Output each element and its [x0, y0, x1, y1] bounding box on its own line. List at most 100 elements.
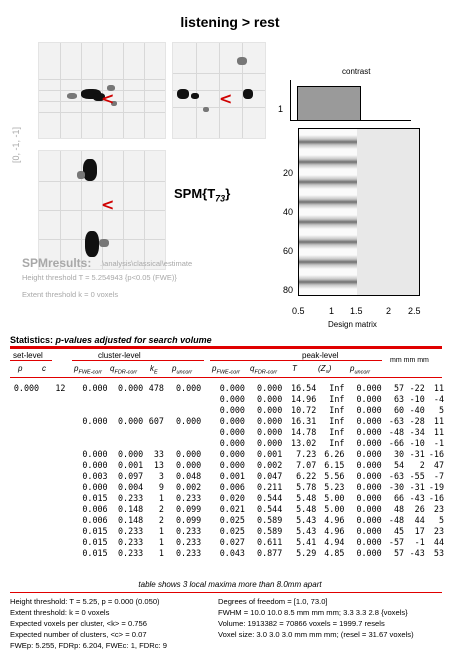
table-cell: 0.000 — [219, 460, 245, 470]
table-cell — [10, 438, 39, 449]
design-xtick: 2 — [386, 306, 392, 316]
design-xtick: 2.5 — [408, 306, 421, 316]
table-cell — [143, 438, 164, 449]
table-row[interactable]: 0.000 0.000 33 0.000 0.000 0.001 7.23 6.26 0.000… — [10, 449, 444, 460]
table-cell: 0.000 — [356, 548, 382, 558]
cursor-marker-icon: < — [101, 195, 115, 214]
table-row[interactable]: 0.000 0.000 13.02 Inf 0.000 -66 -10 -1 — [10, 438, 444, 449]
table-cell: 11 — [433, 427, 444, 437]
table-cell: -19 — [428, 482, 444, 492]
table-cell — [10, 449, 39, 460]
table-cell: 26 — [414, 504, 425, 514]
table-cell: 53 — [433, 548, 444, 558]
table-cell: -16 — [428, 493, 444, 503]
table-row[interactable]: 0.000 0.000 10.72 Inf 0.000 60 -40 5 — [10, 405, 444, 416]
spm-extent-threshold: Extent threshold k = 0 voxels — [22, 290, 119, 299]
table-cell: 23 — [433, 504, 444, 514]
table-cell — [108, 427, 144, 438]
table-cell — [39, 537, 65, 548]
table-row[interactable]: 0.015 0.233 1 0.233 0.043 0.877 5.29 4.85 0.000 5… — [10, 548, 444, 559]
glass-brain-coronal[interactable]: < — [172, 42, 266, 139]
table-cell: 0.020 — [219, 493, 245, 503]
table-cell: 0.000 — [356, 405, 382, 415]
table-cell: 0.544 — [257, 493, 283, 503]
table-cell: 0.002 — [175, 482, 202, 492]
table-cell: 48 — [393, 504, 405, 514]
table-cell — [65, 394, 107, 405]
table-cell: 13 — [153, 460, 164, 470]
table-cell: Inf — [329, 405, 345, 415]
table-cell: 5.00 — [324, 504, 345, 514]
table-row[interactable]: 0.003 0.097 3 0.048 0.001 0.047 6.22 5.56 0.000-… — [10, 471, 444, 482]
table-cell — [164, 405, 201, 416]
table-cell: -66 — [388, 438, 405, 448]
table-cell — [108, 438, 144, 449]
table-cell: 5 — [438, 405, 444, 415]
table-note: table shows 3 local maxima more than 8.0… — [138, 580, 322, 589]
table-cell: 0.544 — [257, 504, 283, 514]
table-cell: Inf — [329, 394, 345, 404]
design-xtick: 1.5 — [350, 306, 363, 316]
table-cell: -43 — [409, 493, 425, 503]
table-row[interactable]: 0.000 0.000 14.78 Inf 0.000 -48 -34 11 — [10, 427, 444, 438]
footer-left: Height threshold: T = 5.25, p = 0.000 (0… — [10, 597, 167, 650]
table-cell: 0.000 — [82, 383, 108, 393]
design-matrix[interactable] — [298, 128, 420, 296]
table-cell: -22 — [409, 383, 425, 393]
table-cell: 1 — [158, 493, 164, 503]
table-cell: 0.000 — [13, 383, 40, 393]
table-cell: -40 — [409, 405, 425, 415]
table-cell: 6.22 — [296, 471, 317, 481]
table-cell: 0.000 — [175, 449, 202, 459]
divider — [10, 360, 52, 361]
table-column-headers: p c pFWE-corr qFDR-corr kE puncorr pFWE-… — [18, 364, 371, 376]
table-cell — [10, 427, 39, 438]
table-row[interactable]: 0.015 0.233 1 0.233 0.027 0.611 5.41 4.94 0.000-… — [10, 537, 444, 548]
design-xtick: 1 — [329, 306, 335, 316]
table-cell: 57 — [393, 383, 405, 393]
table-cell: 66 — [393, 493, 405, 503]
table-cell: 0.000 — [356, 504, 382, 514]
table-row[interactable]: 0.006 0.148 2 0.099 0.025 0.589 5.43 4.96 0.000-… — [10, 515, 444, 526]
table-cell: 6.15 — [324, 460, 345, 470]
table-cell — [39, 416, 65, 427]
table-cell: 7.07 — [296, 460, 317, 470]
table-cell — [39, 449, 65, 460]
table-cell: 5.48 — [296, 493, 317, 503]
glass-brain-axial[interactable]: < — [38, 150, 166, 270]
table-cell — [10, 394, 39, 405]
table-cell: 14.96 — [291, 394, 317, 404]
table-cell: 2 — [158, 515, 164, 525]
table-cell: 0.000 — [82, 416, 108, 426]
divider — [10, 592, 442, 593]
table-row[interactable]: 0.015 0.233 1 0.233 0.025 0.589 5.43 4.96 0.000 4… — [10, 526, 444, 537]
contrast-title: listening > rest — [180, 14, 280, 30]
coordinate-label: [0, -1, -1] — [11, 127, 21, 164]
table-cell: 0.233 — [175, 493, 202, 503]
glass-brain-sagittal[interactable]: < — [38, 42, 166, 139]
table-cell: 0.000 — [219, 394, 245, 404]
table-row[interactable]: 0.000 0.000 14.96 Inf 0.000 63 -10 -4 — [10, 394, 444, 405]
contrast-axis-tick: 1 — [278, 104, 284, 114]
table-cell — [65, 438, 107, 449]
table-row[interactable]: 0.006 0.148 2 0.099 0.021 0.544 5.48 5.00 0.000 4… — [10, 504, 444, 515]
table-cell: 0.233 — [118, 493, 144, 503]
table-row[interactable]: 0.000 0.001 13 0.000 0.000 0.002 7.07 6.15 0.000… — [10, 460, 444, 471]
table-cell: -31 — [409, 449, 425, 459]
table-cell: 0.000 — [257, 427, 283, 437]
table-row[interactable]: 0.015 0.233 1 0.233 0.020 0.544 5.48 5.00 0.000 6… — [10, 493, 444, 504]
table-row[interactable]: 0.000 0.004 9 0.002 0.006 0.211 5.78 5.23 0.000-… — [10, 482, 444, 493]
table-cell: 0.233 — [118, 526, 144, 536]
table-row[interactable]: 0.000 12 0.000 0.000 478 0.000 0.000 0.000 16.54… — [10, 383, 444, 394]
table-cell: 57 — [393, 548, 405, 558]
table-cell: Inf — [329, 383, 345, 393]
table-cell: 0.000 — [356, 394, 382, 404]
table-cell: 0.000 — [356, 482, 382, 492]
table-cell: -48 — [388, 427, 405, 437]
table-cell: 0.233 — [175, 548, 202, 558]
table-row[interactable]: 0.000 0.000 607 0.000 0.000 0.000 16.31 Inf 0.00… — [10, 416, 444, 427]
spm-results-path: .\analysis\classical\estimate — [100, 259, 193, 268]
table-cell: 0.043 — [219, 548, 245, 558]
table-cell: 60 — [393, 405, 405, 415]
peak-level-header: peak-level — [302, 351, 339, 360]
